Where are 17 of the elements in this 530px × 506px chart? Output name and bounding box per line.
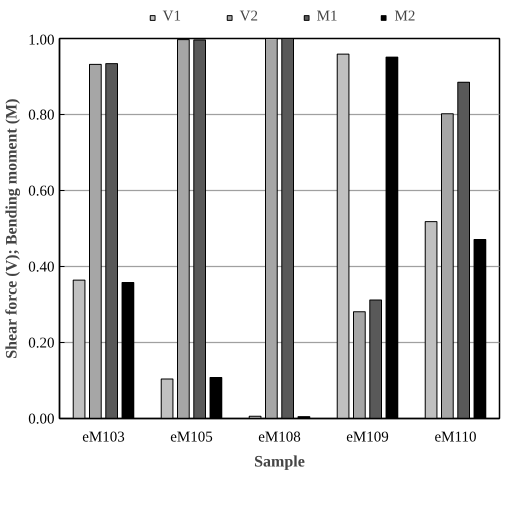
y-axis-title: Shear force (V); Bending moment (M) [3, 98, 20, 359]
legend-label: M2 [394, 8, 416, 26]
y-tick-label: 0.20 [28, 336, 54, 352]
y-tick-label: 0.60 [28, 184, 54, 200]
y-tick-label: 0.80 [28, 108, 54, 124]
y-tick-label: 0.00 [28, 412, 54, 428]
y-tick-label: 1.00 [28, 32, 54, 48]
x-tick-label: eM105 [170, 430, 213, 446]
legend-label: V1 [162, 8, 182, 26]
x-tick-label: eM109 [346, 430, 389, 446]
x-tick-label: eM110 [434, 430, 476, 446]
x-tick-label: eM108 [258, 430, 301, 446]
x-tick-label: eM103 [82, 430, 125, 446]
y-tick-label: 0.40 [28, 260, 54, 276]
x-axis-title: Sample [254, 454, 305, 470]
legend-label: M1 [316, 8, 338, 26]
legend-label: V2 [240, 8, 259, 26]
